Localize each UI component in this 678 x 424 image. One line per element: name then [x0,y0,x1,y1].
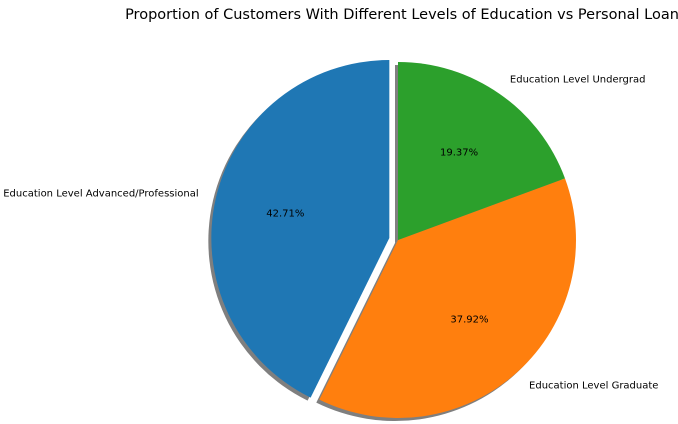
slice-label-education-level-graduate: Education Level Graduate [529,380,658,391]
slice-label-education-level-undergrad: Education Level Undergrad [510,74,646,85]
pie-slice-education-level-graduate [319,178,576,418]
pie-slices [211,59,576,418]
slice-labels: 42.71% Education Level Advanced/Professio… [3,74,658,391]
chart-title: Proportion of Customers With Different L… [125,7,678,23]
pie-slice-education-level-undergrad [398,62,565,240]
slice-percent-education-level-undergrad: 19.37% [440,147,478,158]
slice-label-education-level-advanced-professional: Education Level Advanced/Professional [3,189,198,200]
pie-slice-education-level-advanced-professional [211,59,390,398]
slice-percent-education-level-advanced-professional: 42.71% [266,209,304,220]
slice-percent-education-level-graduate: 37.92% [450,314,488,325]
